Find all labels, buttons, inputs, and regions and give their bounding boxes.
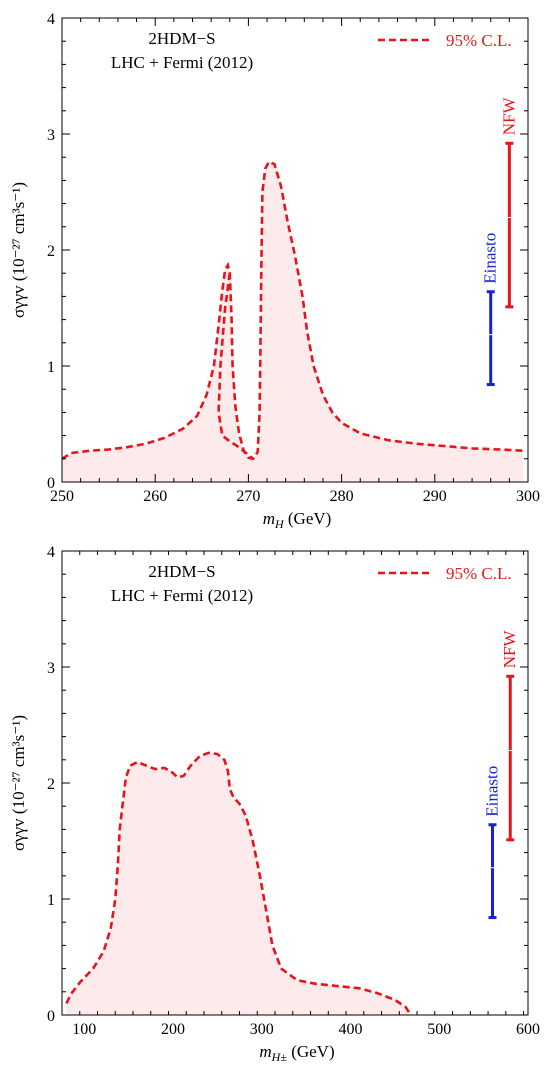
contour-95cl <box>65 751 412 1015</box>
x-tick-label: 100 <box>72 1021 96 1038</box>
x-axis-title: mH± (GeV) <box>259 1042 334 1064</box>
x-tick-label: 600 <box>516 1021 540 1038</box>
nfw-label: NFW <box>499 97 518 136</box>
panel-title: 2HDM−S <box>148 562 215 581</box>
y-tick-label: 0 <box>47 1008 55 1025</box>
y-tick-label: 4 <box>47 11 55 28</box>
x-tick-label: 250 <box>50 488 74 505</box>
x-tick-label: 200 <box>161 1021 185 1038</box>
einasto-label: Einasto <box>481 233 500 284</box>
panel-1: 250 260 270 280 290 300 0 1 2 3 4 mH (GeV) σγγv (10⁻… <box>9 11 540 531</box>
x-axis-title: mH (GeV) <box>263 509 332 531</box>
contour-95cl-inner <box>217 273 254 460</box>
y-axis-title: σγγv (10⁻²⁷ cm³s⁻¹) <box>9 715 28 851</box>
panel-subtitle: LHC + Fermi (2012) <box>111 53 253 72</box>
y-tick-label: 3 <box>47 127 55 144</box>
x-tick-label: 280 <box>330 488 354 505</box>
y-tick-label: 1 <box>47 359 55 376</box>
x-tick-label: 270 <box>236 488 260 505</box>
y-tick-label: 2 <box>47 243 55 260</box>
y-tick-label: 3 <box>47 660 55 677</box>
panel-2: 100 200 300 400 500 600 0 1 2 3 4 mH± (GeV) σγγv (10… <box>9 544 540 1064</box>
y-tick-label: 2 <box>47 776 55 793</box>
allowed-region <box>66 752 411 1015</box>
x-tick-label: 290 <box>423 488 447 505</box>
y-tick-label: 1 <box>47 892 55 909</box>
x-tick-label: 500 <box>427 1021 451 1038</box>
x-tick-label: 400 <box>338 1021 362 1038</box>
allowed-region <box>62 161 524 482</box>
contour-95cl <box>62 160 524 461</box>
y-tick-label: 0 <box>47 475 55 492</box>
panel-title: 2HDM−S <box>148 29 215 48</box>
legend-label: 95% C.L. <box>446 31 512 50</box>
nfw-label: NFW <box>500 630 519 669</box>
x-tick-label: 300 <box>516 488 540 505</box>
einasto-label: Einasto <box>482 766 501 817</box>
y-axis-title: σγγv (10⁻²⁷ cm³s⁻¹) <box>9 182 28 318</box>
x-tick-label: 260 <box>143 488 167 505</box>
legend-label: 95% C.L. <box>446 564 512 583</box>
panel-subtitle: LHC + Fermi (2012) <box>111 586 253 605</box>
y-tick-label: 4 <box>47 544 55 561</box>
x-tick-label: 300 <box>250 1021 274 1038</box>
